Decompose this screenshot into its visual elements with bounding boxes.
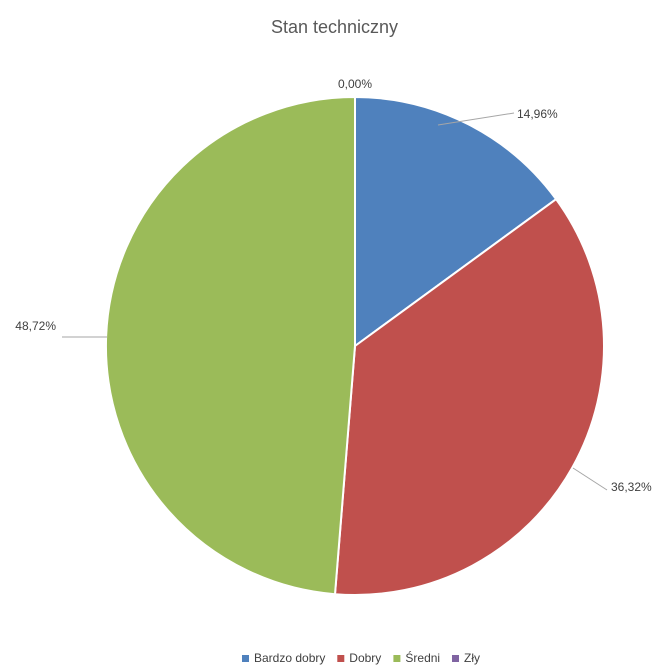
legend-swatch-bardzo-dobry (242, 655, 249, 662)
legend-label-bardzo-dobry: Bardzo dobry (254, 651, 325, 665)
data-label-bardzo-dobry: 14,96% (517, 107, 558, 121)
legend-label-dobry: Dobry (349, 651, 381, 665)
legend-item-bardzo-dobry: Bardzo dobry (242, 651, 325, 665)
legend-item-dobry: Dobry (337, 651, 381, 665)
leader-line-dobry (572, 467, 608, 491)
legend-label-sredni: Średni (405, 650, 440, 665)
pie-slice-bardzo-dobry (354, 95, 558, 348)
pie-slice-dobry (333, 197, 605, 596)
legend-item-sredni: Średni (393, 650, 440, 665)
legend-item-zly: Zły (452, 651, 480, 665)
legend-swatch-dobry (337, 655, 345, 662)
legend-swatch-sredni (393, 655, 401, 662)
data-label-sredni: 48,72% (15, 319, 56, 333)
data-label-dobry: 36,32% (611, 480, 652, 494)
pie-slice-sredni (104, 95, 356, 596)
chart-title: Stan techniczny (270, 17, 399, 37)
legend-swatch-zly (452, 655, 459, 662)
legend-label-zly: Zły (464, 651, 480, 665)
data-label-zly: 0,00% (338, 77, 372, 91)
leader-line-bardzo-dobry (437, 112, 515, 126)
